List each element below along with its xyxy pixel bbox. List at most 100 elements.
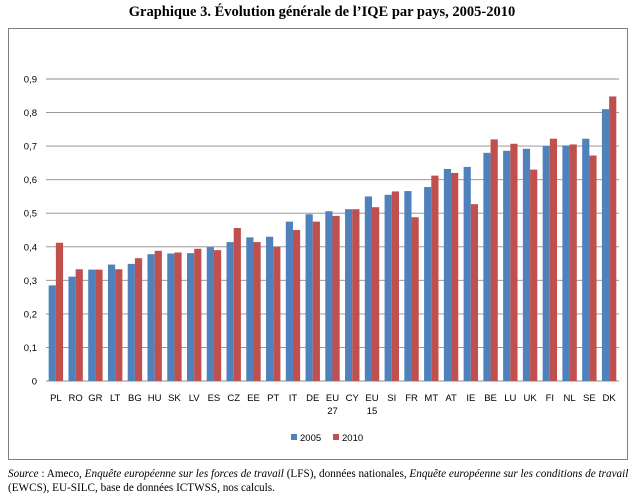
x-tick-label: AT (445, 393, 457, 404)
x-tick-label: SI (387, 393, 396, 404)
bar-2005-gr (88, 269, 96, 381)
bar-2010-cz (233, 227, 241, 381)
source-ewcs: Enquête européenne sur les conditions de… (409, 468, 629, 480)
bar-2010-lu (510, 143, 518, 381)
bar-2005-eu-15 (364, 196, 373, 381)
bar-2010-lt (115, 269, 123, 381)
source-text-2: (LFS), données nationales, (283, 468, 410, 480)
y-tick-label: 0,5 (24, 209, 37, 220)
x-tick-label: BE (484, 393, 497, 404)
bar-2005-ee (246, 237, 254, 381)
bar-2010-se (589, 155, 597, 381)
bar-2005-at (443, 168, 452, 381)
y-tick-label: 0,3 (24, 276, 37, 287)
y-tick-label: 0,7 (24, 142, 37, 153)
x-tick-label: FI (546, 393, 554, 404)
source-note: Source : Ameco, Enquête européenne sur l… (8, 467, 634, 495)
bar-2010-be (490, 139, 498, 381)
bar-2010-ee (253, 242, 261, 381)
bar-2005-it (285, 221, 293, 381)
bar-2010-pl (55, 242, 64, 381)
x-tick-label: RO (69, 393, 83, 404)
x-tick-label: LV (189, 393, 201, 404)
x-tick-label: IT (289, 393, 298, 404)
x-tick-label: FR (405, 393, 418, 404)
bar-2010-ie (470, 204, 479, 381)
x-tick-label: BG (128, 393, 142, 404)
bar-2005-fr (404, 191, 412, 381)
bar-2005-uk (522, 148, 531, 381)
bar-2005-ro (68, 276, 76, 381)
x-tick-label: UK (523, 393, 537, 404)
bar-2010-bg (134, 258, 143, 381)
bar-2010-pt (273, 246, 281, 381)
bar-2005-nl (562, 145, 570, 381)
bar-2010-it (292, 230, 301, 381)
bar-2005-dk (601, 109, 610, 381)
x-tick-label: HU (148, 393, 162, 404)
bar-2010-eu-15 (372, 207, 380, 381)
bar-2005-cy (345, 209, 353, 381)
bar-2005-hu (147, 254, 155, 381)
bar-2005-se (582, 138, 590, 381)
y-tick-label: 0,9 (24, 75, 37, 86)
chart-title: Graphique 3. Évolution générale de l’IQE… (128, 4, 516, 20)
x-tick-label: EU (365, 393, 378, 404)
x-tick-label: GR (88, 393, 102, 404)
bar-2005-lu (503, 150, 511, 381)
x-tick-label: MT (424, 393, 438, 404)
x-tick-label: NL (564, 393, 576, 404)
bar-chart: 0 0,1 0,2 0,3 0,4 0,5 0,6 0,7 0,8 0,9 PL RO GR LT BG HU… (24, 75, 619, 444)
y-tick-label: 0,6 (24, 175, 37, 186)
bar-2010-lv (194, 248, 202, 381)
x-tick-label: SE (583, 393, 596, 404)
x-tick-label: IE (466, 393, 475, 404)
bar-2010-mt (431, 175, 439, 381)
legend-swatch-2010 (333, 434, 339, 440)
x-tick-label: DE (306, 393, 319, 404)
bar-2005-de (305, 214, 313, 381)
bar-2010-cy (352, 209, 360, 381)
bar-2010-es (213, 250, 222, 381)
bar-2010-nl (569, 144, 577, 381)
legend-swatch-2005 (291, 434, 297, 440)
bar-2010-dk (609, 96, 617, 382)
bar-2005-es (206, 247, 214, 381)
bar-2005-pt (266, 236, 274, 381)
x-tick-label: CZ (227, 393, 240, 404)
x-tick-label: EU (326, 393, 339, 404)
bar-2010-at (451, 172, 459, 381)
y-tick-label: 0,4 (24, 242, 37, 253)
y-tick-label: 0,8 (24, 108, 37, 119)
y-tick-label: 0 (32, 377, 37, 388)
source-lfs: Enquête européenne sur les forces de tra… (84, 468, 284, 480)
chart-frame: 0 0,1 0,2 0,3 0,4 0,5 0,6 0,7 0,8 0,9 PL RO GR LT BG HU… (8, 28, 628, 460)
y-tick-label: 0,2 (24, 309, 37, 320)
bar-2010-hu (154, 250, 162, 381)
bar-2010-gr (95, 269, 103, 381)
bar-2005-mt (424, 187, 432, 381)
x-tick-label: PL (50, 393, 62, 404)
bar-2005-bg (127, 263, 135, 381)
bar-2005-ie (463, 166, 471, 381)
bar-2005-be (483, 152, 491, 381)
bar-2010-fr (411, 217, 419, 381)
bar-2010-si (391, 191, 399, 381)
bar-2005-fi (542, 146, 550, 381)
source-label: Source (8, 468, 39, 480)
x-tick-label: 15 (367, 406, 378, 417)
y-tick-label: 0,1 (24, 343, 37, 354)
bar-2010-uk (530, 169, 538, 381)
bar-2005-lv (186, 253, 195, 381)
bar-2010-ro (75, 269, 83, 381)
bar-2005-lt (107, 264, 116, 381)
x-tick-label: DK (603, 393, 617, 404)
x-tick-label: EE (247, 393, 260, 404)
x-tick-label: SK (168, 393, 181, 404)
bar-2005-eu-27 (325, 211, 333, 381)
x-tick-label: ES (208, 393, 221, 404)
bar-2010-fi (549, 138, 558, 381)
x-tick-label: 27 (327, 406, 338, 417)
bar-2010-de (312, 221, 320, 381)
bar-2005-sk (167, 253, 175, 381)
